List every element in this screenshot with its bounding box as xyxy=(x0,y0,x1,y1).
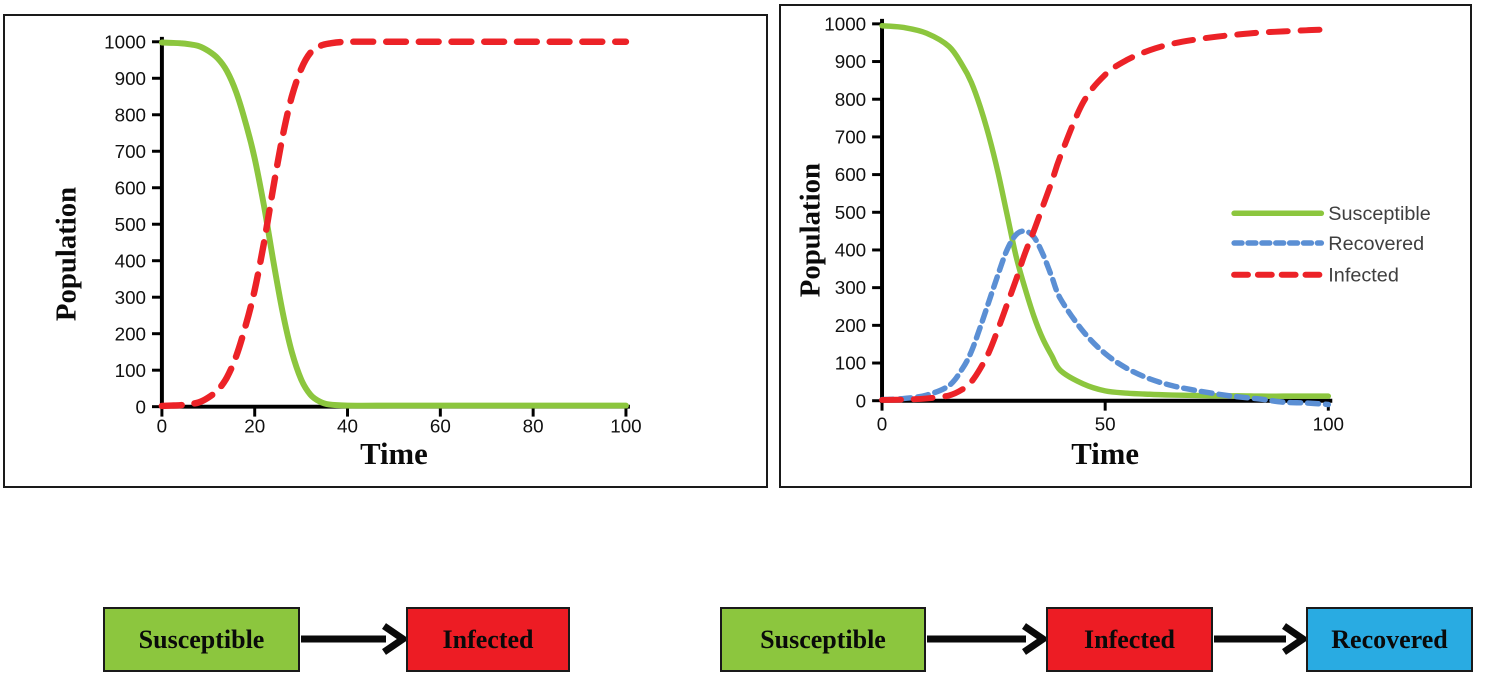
flow-box-recovered: Recovered xyxy=(1306,607,1473,672)
y-tick-label: 100 xyxy=(835,353,866,374)
y-tick-label: 400 xyxy=(835,240,866,261)
flow-box-susceptible: Susceptible xyxy=(103,607,300,672)
x-tick-label: 20 xyxy=(244,415,265,436)
x-tick-label: 100 xyxy=(1313,413,1344,434)
x-axis-title: Time xyxy=(1071,437,1139,471)
y-tick-label: 700 xyxy=(115,141,146,162)
y-tick-label: 100 xyxy=(115,360,146,381)
arrow-right-icon xyxy=(301,623,410,655)
y-tick-label: 0 xyxy=(136,396,146,417)
y-tick-label: 800 xyxy=(115,104,146,125)
y-tick-label: 1000 xyxy=(824,13,866,34)
y-tick-label: 800 xyxy=(835,89,866,110)
x-tick-label: 0 xyxy=(877,413,887,434)
y-tick-label: 500 xyxy=(115,214,146,235)
y-tick-label: 400 xyxy=(115,250,146,271)
legend-label-infected: Infected xyxy=(1328,265,1399,287)
y-tick-label: 200 xyxy=(835,315,866,336)
flow-box-infected: Infected xyxy=(406,607,570,672)
sir-chart: 0 100 200 300 400 500 600 700 800 900 1000 0 50 100 Ti… xyxy=(795,13,1431,471)
legend-label-recovered: Recovered xyxy=(1328,233,1424,255)
series-susceptible xyxy=(158,39,629,409)
si-chart: 0 100 200 300 400 500 600 700 800 900 1000 0 20 40 60 8… xyxy=(51,31,642,471)
y-tick-label: 900 xyxy=(115,68,146,89)
series-infected xyxy=(158,38,630,410)
sir-chart-panel: 0 100 200 300 400 500 600 700 800 900 1000 0 50 100 Ti… xyxy=(779,4,1472,488)
x-tick-label: 40 xyxy=(337,415,358,436)
y-tick-label: 700 xyxy=(835,127,866,148)
y-tick-label: 600 xyxy=(835,164,866,185)
y-tick-label: 1000 xyxy=(104,31,146,52)
flow-box-susceptible: Susceptible xyxy=(720,607,926,672)
x-tick-label: 60 xyxy=(430,415,451,436)
x-tick-label: 50 xyxy=(1095,413,1116,434)
y-tick-label: 900 xyxy=(835,51,866,72)
x-axis-title: Time xyxy=(360,437,428,471)
x-tick-label: 80 xyxy=(523,415,544,436)
arrow-right-icon xyxy=(927,623,1050,655)
y-tick-label: 500 xyxy=(835,202,866,223)
series-infected xyxy=(879,26,1332,403)
si-chart-panel: 0 100 200 300 400 500 600 700 800 900 1000 0 20 40 60 8… xyxy=(3,14,768,488)
y-tick-label: 200 xyxy=(115,323,146,344)
x-tick-label: 0 xyxy=(157,415,167,436)
legend-label-susceptible: Susceptible xyxy=(1328,203,1431,225)
y-tick-label: 600 xyxy=(115,177,146,198)
arrow-right-icon xyxy=(1214,623,1310,655)
series-recovered xyxy=(879,228,1332,408)
x-tick-label: 100 xyxy=(610,415,641,436)
y-tick-label: 0 xyxy=(856,390,866,411)
y-axis-title: Population xyxy=(795,163,827,297)
y-axis-title: Population xyxy=(51,187,83,321)
y-tick-label: 300 xyxy=(115,287,146,308)
y-tick-label: 300 xyxy=(835,277,866,298)
flow-box-infected: Infected xyxy=(1046,607,1213,672)
